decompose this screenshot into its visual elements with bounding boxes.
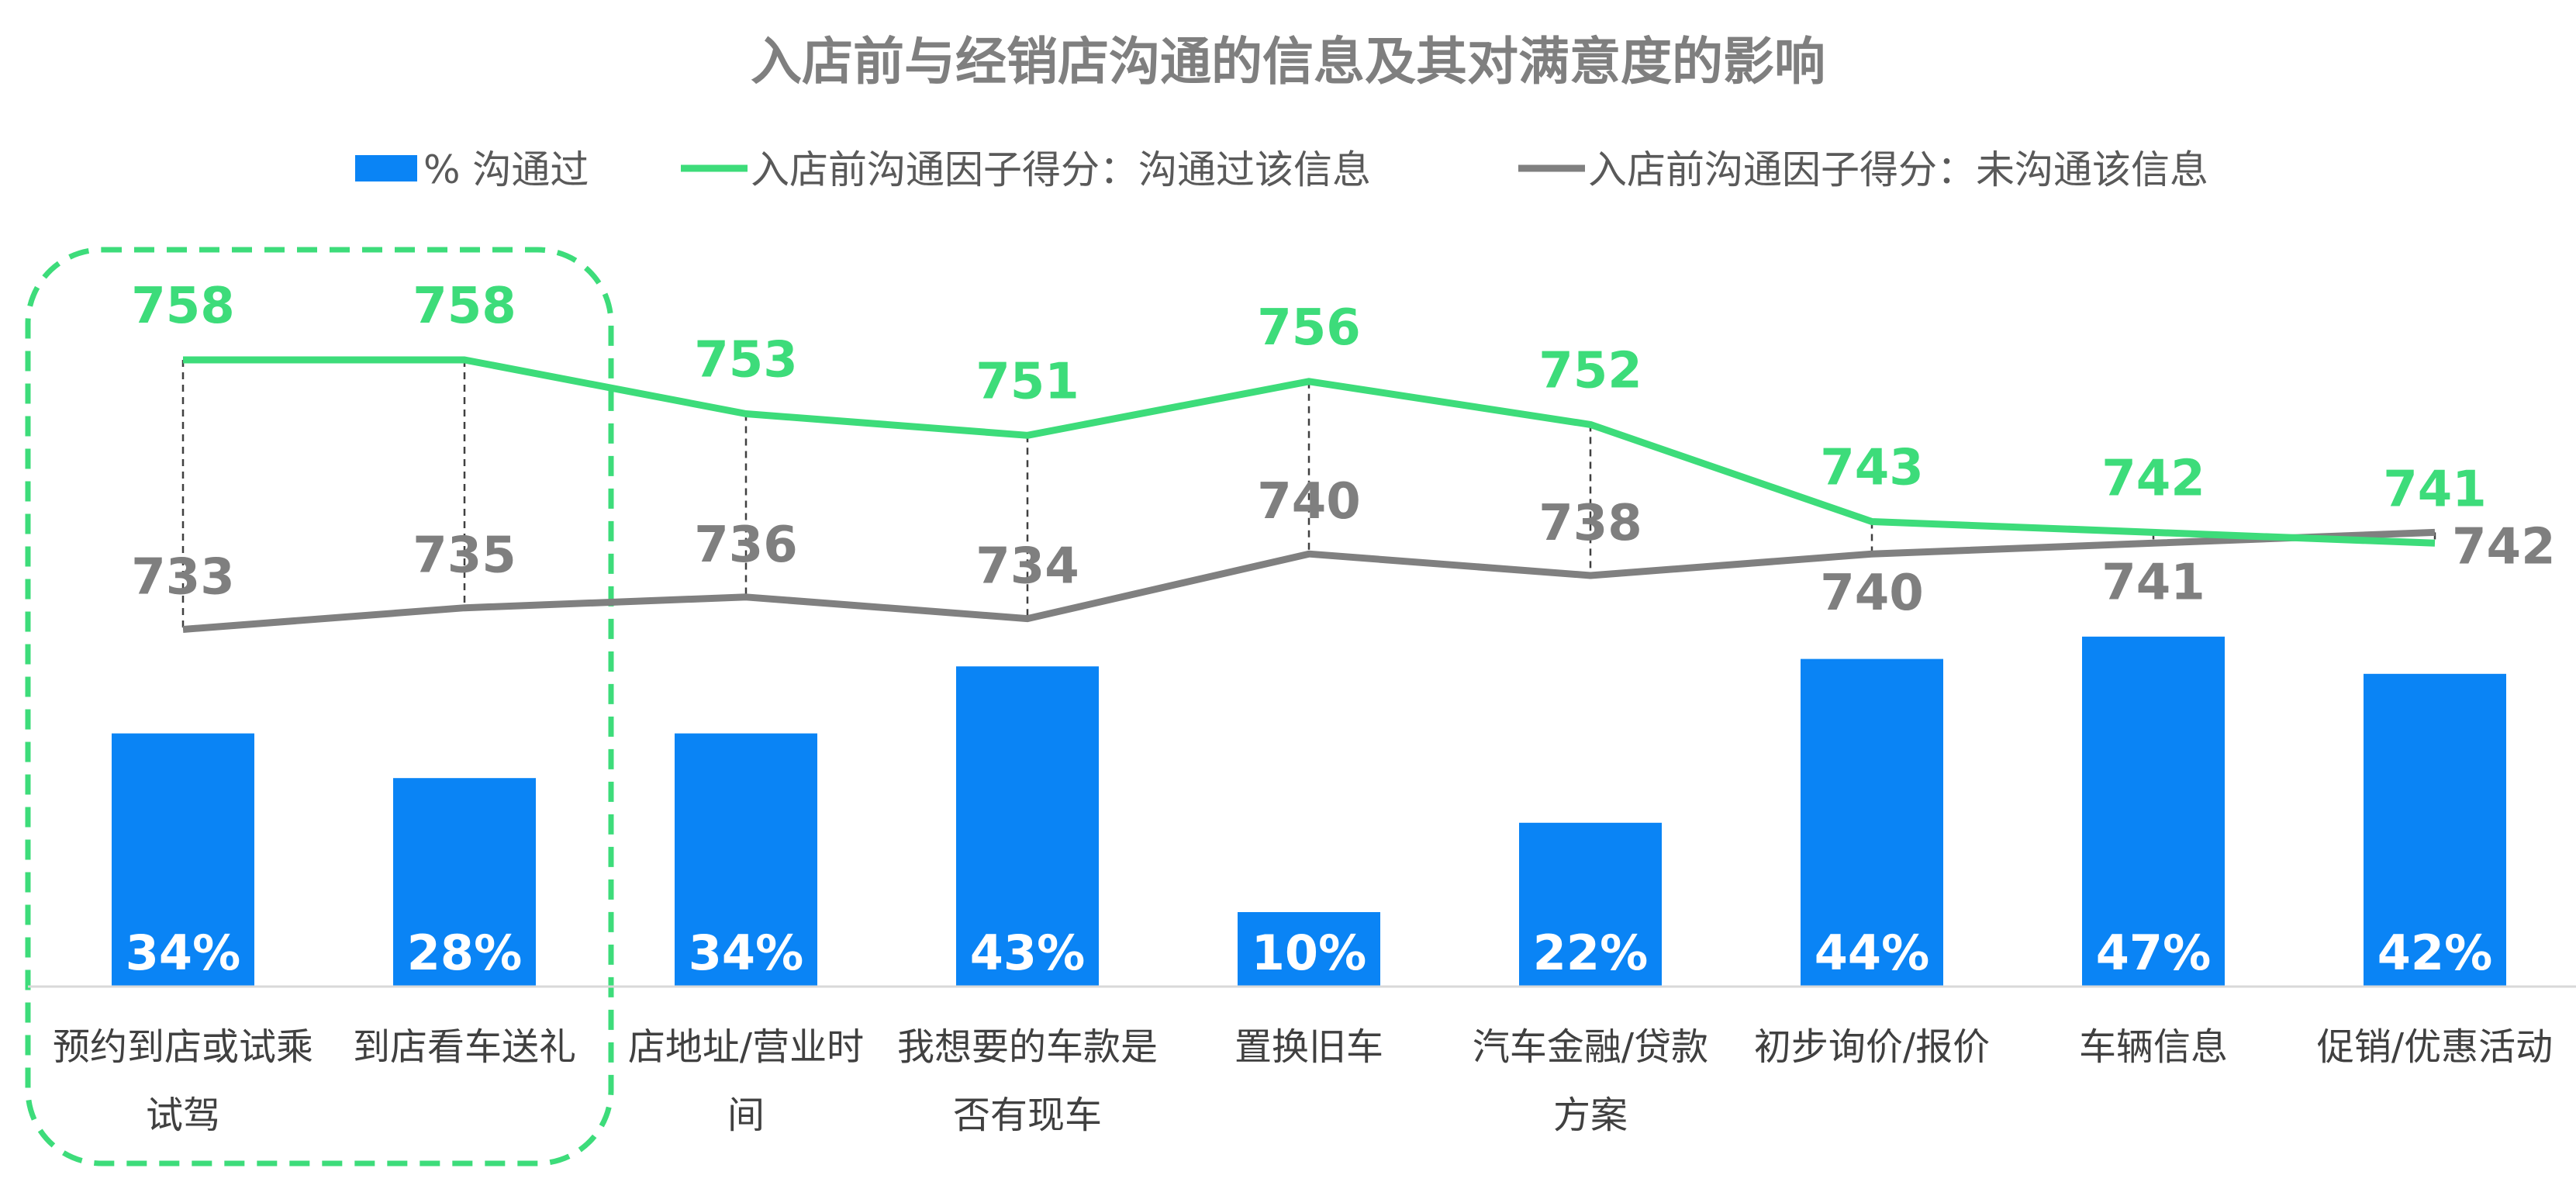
gray-point-label: 738 [1538, 495, 1642, 552]
bar-value-label: 47% [2096, 925, 2211, 981]
bar-value-label: 34% [689, 925, 803, 981]
legend: % 沟通过 入店前沟通因子得分：沟通过该信息 入店前沟通因子得分：未沟通该信息 [355, 147, 2208, 192]
category-label: 方案 [1553, 1094, 1628, 1137]
bar [1801, 658, 1943, 987]
bar-value-label: 34% [126, 925, 240, 981]
bar [2082, 636, 2225, 987]
gray-point-label: 740 [1257, 473, 1361, 531]
bar [112, 733, 254, 987]
bar [1519, 822, 1662, 987]
gray-point-label: 740 [1820, 565, 1924, 622]
bar [393, 778, 536, 987]
green-point-label: 758 [131, 278, 235, 335]
category-label: 汽车金融/贷款 [1473, 1025, 1708, 1069]
green-point-label: 743 [1820, 440, 1924, 497]
legend-gray-label: 入店前沟通因子得分：未沟通该信息 [1588, 147, 2208, 192]
legend-bar-swatch [355, 155, 417, 181]
green-point-label: 752 [1538, 342, 1642, 399]
green-point-label: 751 [975, 353, 1079, 410]
bar [956, 666, 1099, 987]
gray-point-label: 741 [2101, 554, 2205, 611]
gray-point-label: 735 [413, 527, 516, 585]
category-label: 促销/优惠活动 [2317, 1025, 2553, 1069]
bar [1238, 912, 1380, 987]
category-label: 间 [727, 1094, 765, 1137]
legend-green-label: 入店前沟通因子得分：沟通过该信息 [751, 147, 1371, 192]
category-label: 店地址/营业时 [628, 1025, 864, 1069]
green-point-label: 742 [2101, 450, 2205, 507]
line-series-not-communicated [182, 528, 2436, 633]
gray-point-label: 733 [131, 549, 235, 607]
bar-value-label: 10% [1252, 925, 1366, 981]
green-point-label: 741 [2383, 461, 2487, 518]
category-label: 试驾 [146, 1094, 220, 1137]
line-series-communicated [183, 356, 2436, 547]
bar [675, 733, 817, 987]
gray-point-label: 742 [2452, 518, 2556, 575]
bar-value-label: 44% [1815, 925, 1929, 981]
bar-value-label: 43% [970, 925, 1085, 981]
bar-value-label: 22% [1533, 925, 1648, 981]
category-label: 置换旧车 [1234, 1025, 1383, 1069]
category-label: 我想要的车款是 [897, 1025, 1158, 1069]
chart-title: 入店前与经销店沟通的信息及其对满意度的影响 [751, 32, 1825, 92]
green-point-label: 756 [1257, 299, 1361, 357]
bar [2364, 673, 2506, 987]
category-label: 初步询价/报价 [1754, 1025, 1990, 1069]
green-point-label: 753 [694, 332, 798, 389]
category-label: 车辆信息 [2079, 1025, 2228, 1069]
gray-point-label: 734 [975, 538, 1079, 596]
bar-value-label: 42% [2377, 925, 2492, 981]
gray-point-label: 736 [694, 517, 798, 574]
category-label: 预约到店或试乘 [53, 1025, 313, 1069]
green-point-label: 758 [413, 278, 516, 335]
category-label: 到店看车送礼 [353, 1025, 576, 1069]
legend-bar-label: % 沟通过 [423, 147, 589, 192]
bar-value-label: 28% [407, 925, 522, 981]
category-label: 否有现车 [953, 1094, 1102, 1137]
